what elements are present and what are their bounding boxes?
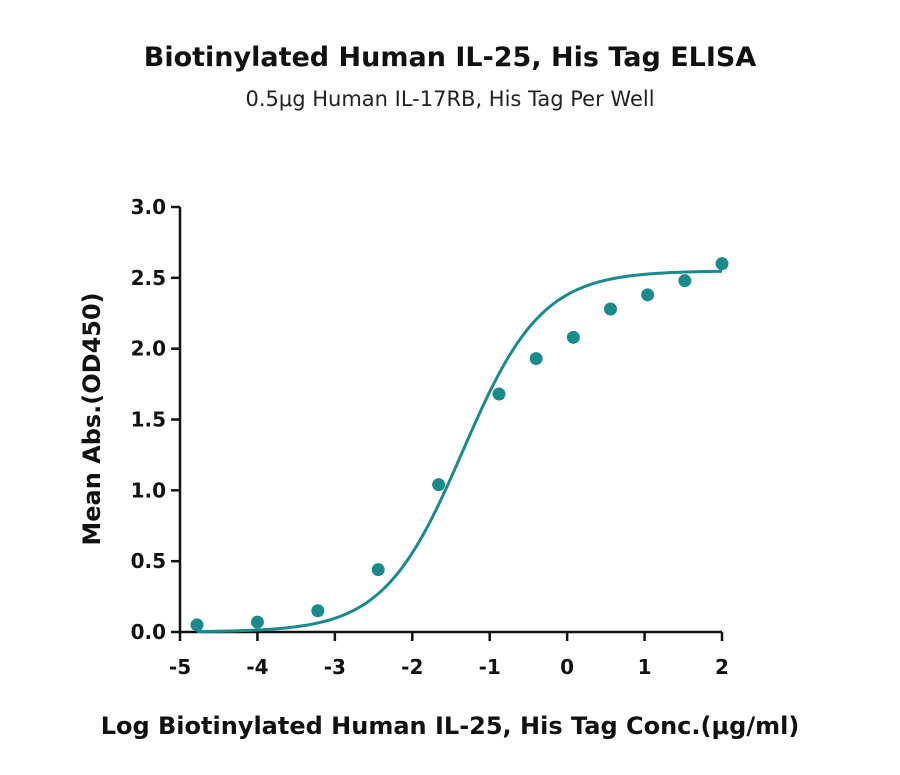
y-axis-ticks: 0.0 0.5 1.0 1.5 2.0 2.5 3.0: [131, 195, 180, 644]
plot-area: 0.0 0.5 1.0 1.5 2.0 2.5 3.0 -5 -4 -3 -2 -1 0 1 2: [131, 195, 729, 679]
x-tick-label: -4: [246, 655, 268, 679]
data-point: [311, 604, 325, 618]
data-point: [566, 330, 580, 344]
chart-subtitle: 0.5μg Human IL-17RB, His Tag Per Well: [245, 87, 654, 111]
data-points: [190, 257, 729, 632]
fit-curve: [197, 269, 723, 634]
y-tick-label: 2.5: [131, 266, 166, 290]
y-tick-label: 2.0: [131, 337, 166, 361]
data-point: [492, 387, 506, 401]
x-tick-label: -3: [324, 655, 346, 679]
data-point: [432, 478, 446, 492]
x-axis-ticks: -5 -4 -3 -2 -1 0 1 2: [169, 632, 729, 679]
x-tick-label: -2: [401, 655, 423, 679]
data-point: [715, 257, 729, 271]
y-tick-label: 1.0: [131, 478, 166, 502]
data-point: [641, 288, 655, 302]
x-tick-label: -5: [169, 655, 191, 679]
x-tick-label: 0: [560, 655, 574, 679]
y-tick-label: 1.5: [131, 408, 166, 432]
chart-title: Biotinylated Human IL-25, His Tag ELISA: [144, 42, 757, 73]
y-tick-label: 3.0: [131, 195, 166, 219]
data-point: [604, 302, 618, 316]
y-tick-label: 0.0: [131, 620, 166, 644]
y-axis-title: Mean Abs.(OD450): [78, 292, 106, 545]
x-tick-label: -1: [479, 655, 501, 679]
y-tick-label: 0.5: [131, 549, 166, 573]
data-point: [371, 563, 385, 577]
x-tick-label: 2: [715, 655, 729, 679]
data-point: [678, 274, 692, 288]
data-point: [529, 352, 543, 366]
x-axis-title: Log Biotinylated Human IL-25, His Tag Co…: [101, 712, 800, 740]
data-point: [250, 615, 264, 629]
x-tick-label: 1: [638, 655, 652, 679]
data-point: [190, 618, 204, 632]
